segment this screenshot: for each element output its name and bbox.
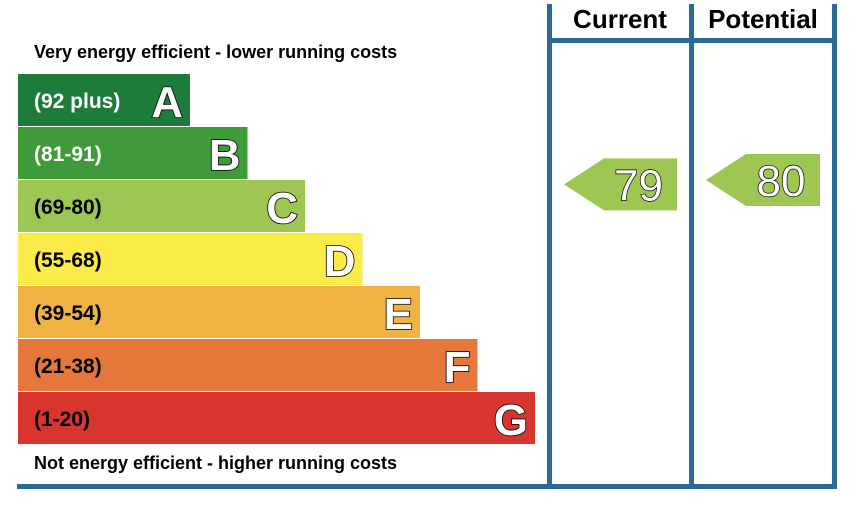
- table-frame: [17, 4, 837, 489]
- current-rating-value: 79: [614, 161, 663, 210]
- band-e-bar: [18, 286, 420, 338]
- band-f-letter: F: [444, 343, 471, 392]
- frame-header-line: [547, 38, 837, 43]
- band-c-range: (69-80): [34, 196, 102, 219]
- current-rating-arrow: [564, 158, 677, 211]
- band-a-bar: [18, 74, 190, 126]
- band-d-bar: [18, 233, 363, 285]
- frame-middle-divider: [689, 4, 694, 488]
- band-a-range: (92 plus): [34, 90, 120, 113]
- current-column-header: Current: [573, 4, 667, 34]
- band-c-letter: C: [266, 184, 298, 233]
- band-d-letter: D: [324, 237, 356, 286]
- band-e-letter: E: [384, 290, 413, 339]
- potential-rating-value: 80: [757, 157, 806, 206]
- band-c-bar: [18, 180, 305, 232]
- band-b-range: (81-91): [34, 143, 102, 166]
- frame-right-divider: [832, 4, 837, 488]
- band-g-letter: G: [494, 396, 528, 445]
- rating-bands: (92 plus) A (81-91) B (69-80) C (55-68) D (39-54…: [18, 74, 535, 446]
- potential-column-header: Potential: [708, 4, 818, 34]
- frame-bottom-line: [17, 484, 837, 489]
- band-b-letter: B: [209, 131, 241, 180]
- band-b-bar: [18, 127, 248, 179]
- band-f-range: (21-38): [34, 355, 102, 378]
- potential-rating-marker: 80: [706, 154, 820, 207]
- band-f-bar: [18, 339, 478, 391]
- band-d-range: (55-68): [34, 249, 102, 272]
- frame-left-divider: [547, 4, 552, 488]
- band-g-range: (1-20): [34, 408, 90, 431]
- potential-rating-arrow: [706, 154, 820, 206]
- top-caption: Very energy efficient - lower running co…: [34, 42, 397, 62]
- band-a-letter: A: [151, 78, 183, 127]
- band-e-range: (39-54): [34, 302, 102, 325]
- band-g-bar: [18, 392, 535, 444]
- current-rating-marker: 79: [564, 158, 677, 211]
- bottom-caption: Not energy efficient - higher running co…: [34, 453, 397, 473]
